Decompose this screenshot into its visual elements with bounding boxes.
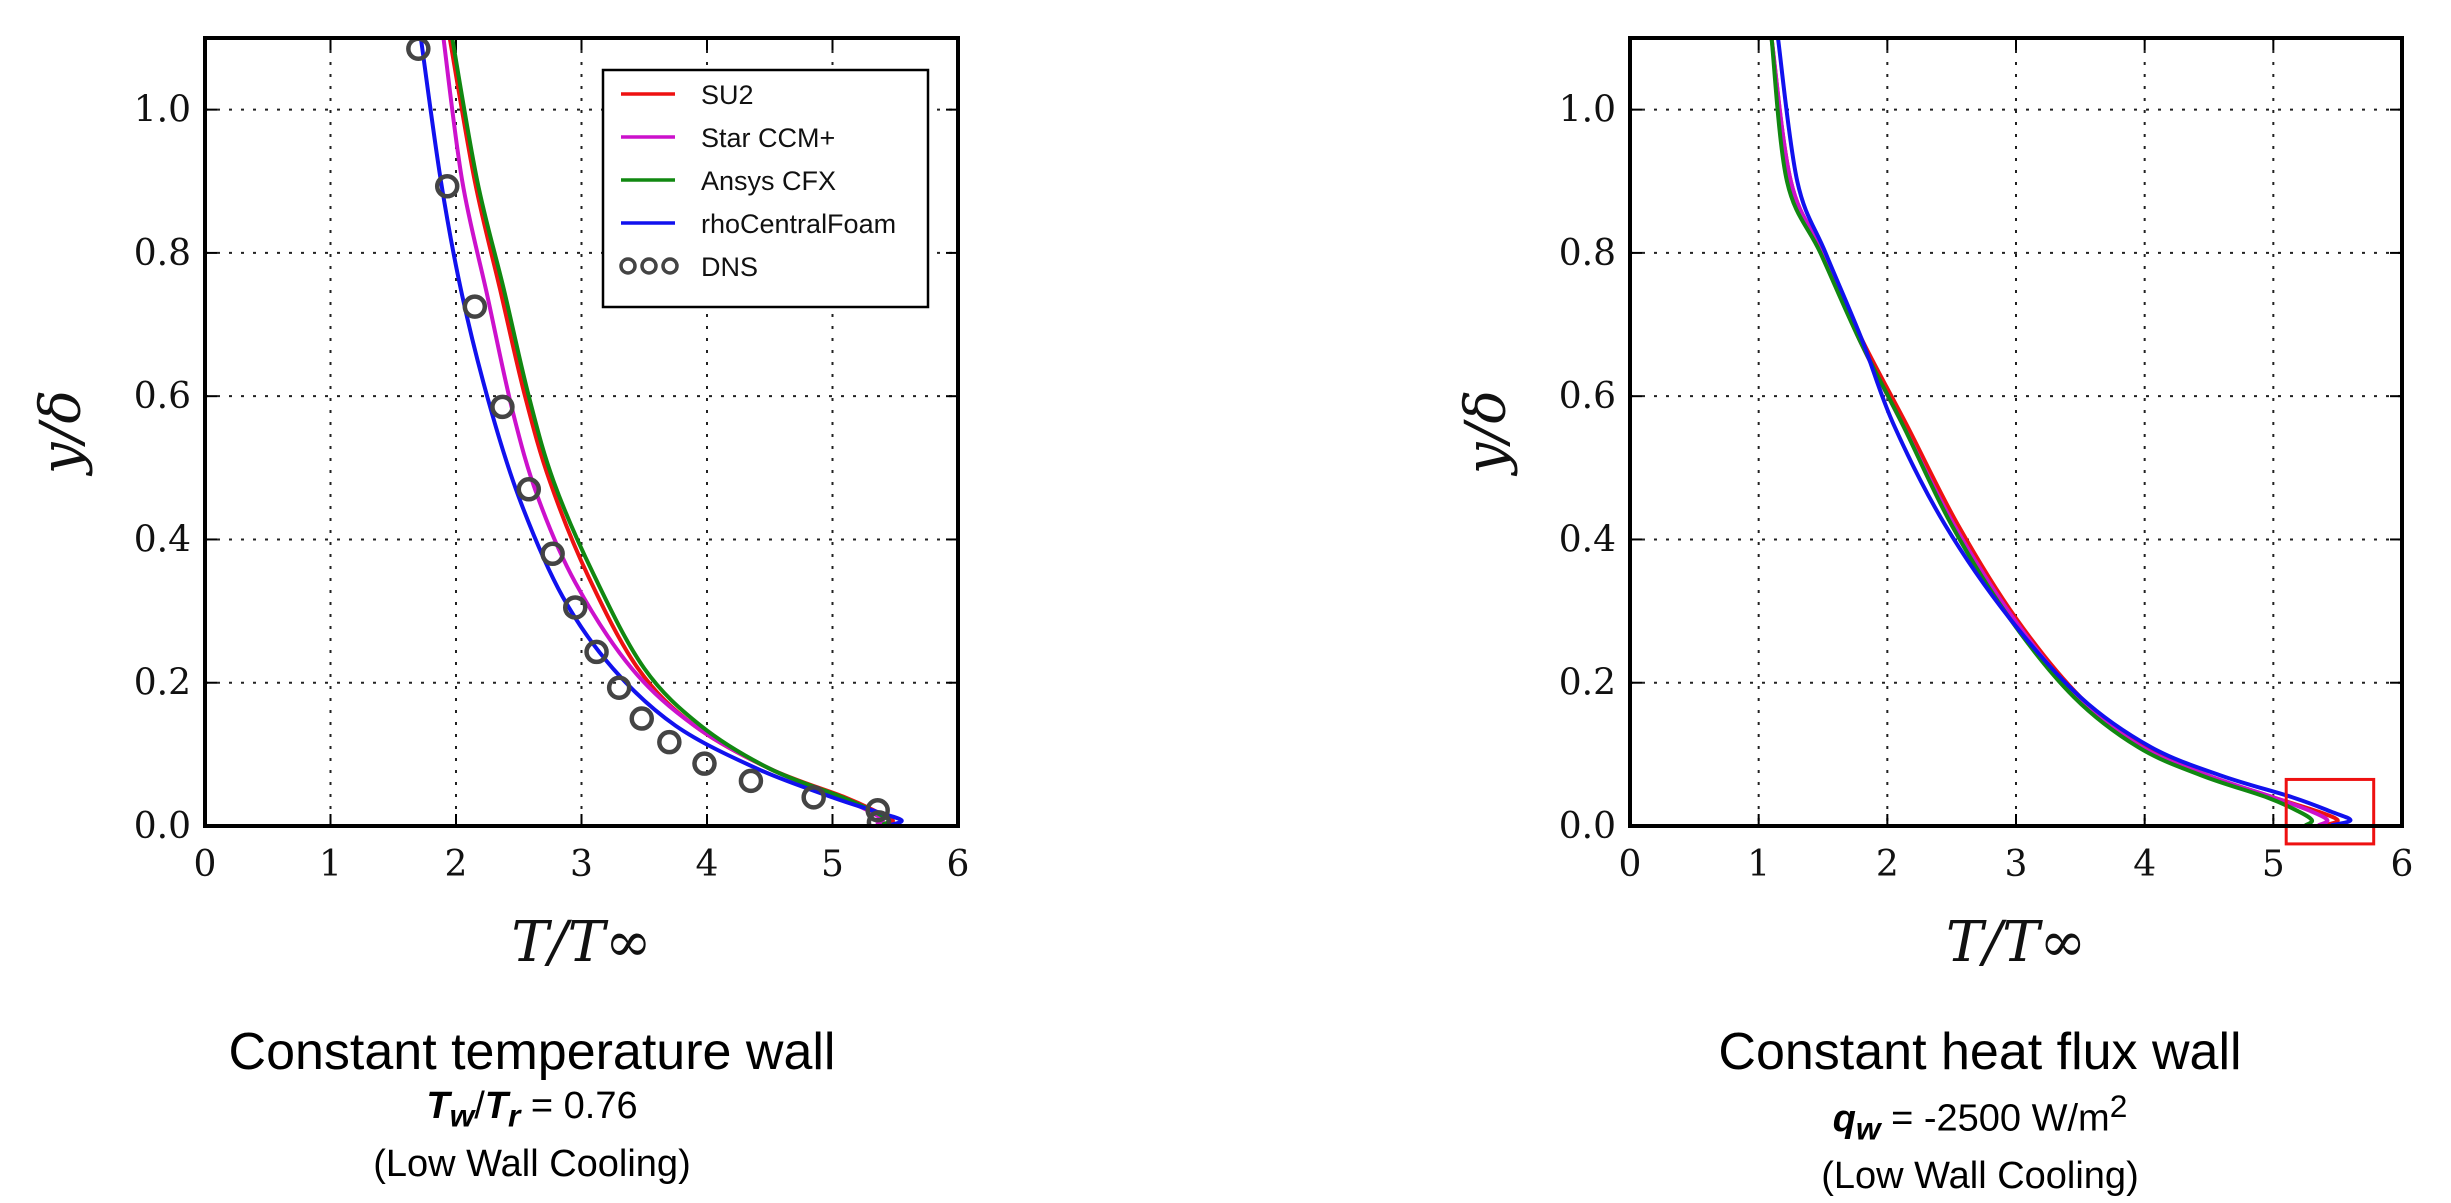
- dns-point: [801, 785, 826, 810]
- plot-frame: [203, 36, 960, 828]
- legend-label: Star CCM+: [701, 123, 835, 153]
- x-tick-label: 2: [445, 844, 468, 885]
- legend-marker: [661, 257, 679, 275]
- dns-point: [434, 174, 460, 199]
- series-line-rhocentralfoam: [1775, 38, 2353, 826]
- x-tick-label: 3: [2005, 844, 2028, 885]
- caption-note: (Low Wall Cooling): [1821, 1155, 2139, 1198]
- x-tick-label: 3: [570, 844, 593, 885]
- dns-point: [606, 675, 632, 700]
- x-tick-label: 1: [1747, 844, 1770, 885]
- dns-point: [738, 768, 764, 794]
- dns-point: [562, 595, 588, 620]
- dns-point: [657, 729, 682, 755]
- caption-right: Constant heat flux wall qw = -2500 W/m2 …: [1530, 1022, 2430, 1200]
- dns-point: [865, 797, 890, 823]
- x-axis-label: T/T∞: [1946, 910, 2086, 975]
- series-line-rhocentralfoam: [418, 38, 904, 826]
- legend-label: DNS: [701, 252, 758, 282]
- dns-point: [516, 477, 542, 502]
- y-tick-label: 0.6: [134, 376, 191, 417]
- x-tick-label: 6: [947, 844, 970, 885]
- y-tick-label: 1.0: [134, 90, 191, 131]
- x-tick-label: 0: [194, 844, 217, 885]
- caption-formula: qw = -2500 W/m2: [1832, 1088, 2128, 1147]
- series-line-su2: [1769, 38, 2340, 826]
- x-tick-label: 4: [2133, 844, 2156, 885]
- x-tick-label: 5: [2262, 844, 2285, 885]
- legend: SU2 Star CCM+ Ansys CFX rhoCentralFoam DNS: [601, 68, 930, 309]
- series-group: [406, 38, 904, 826]
- y-tick-label: 0.4: [134, 519, 191, 560]
- dns-point: [540, 541, 565, 567]
- caption-title: Constant temperature wall: [228, 1023, 836, 1081]
- plot-heat-flux-wall: 0 1 2 3 4 5 6 0.0 0.2 0.4 0.6 0.8 1.0 T/T∞ y/δ: [1454, 36, 2414, 975]
- x-tick-label: 2: [1876, 844, 1899, 885]
- series-line-star-ccm-: [1769, 38, 2330, 826]
- y-axis-label: y/δ: [29, 390, 94, 477]
- y-tick-label: 0.6: [1559, 376, 1616, 417]
- plot-temperature-wall: 0 1 2 3 4 5 6 0.0 0.2 0.4 0.6 0.8 1.0 T/T∞ y/δ SU2 Star …: [29, 36, 970, 975]
- dns-point: [866, 810, 892, 826]
- dns-point: [406, 38, 431, 61]
- legend-label: rhoCentralFoam: [701, 209, 896, 239]
- y-tick-label: 0.0: [1559, 806, 1616, 847]
- x-tick-label: 1: [319, 844, 342, 885]
- dns-point: [584, 639, 609, 665]
- series-line-ansys-cfx: [1769, 38, 2314, 826]
- x-tick-label: 0: [1619, 844, 1642, 885]
- x-tick-label: 6: [2391, 844, 2414, 885]
- legend-label: SU2: [701, 80, 754, 110]
- x-tick-label: 5: [821, 844, 844, 885]
- y-axis-label: y/δ: [1454, 390, 1519, 477]
- legend-label: Ansys CFX: [701, 166, 836, 196]
- legend-marker: [640, 257, 658, 275]
- dns-point: [629, 706, 654, 731]
- dns-point: [462, 294, 488, 319]
- x-axis-label: T/T∞: [511, 910, 651, 975]
- x-tick-label: 4: [696, 844, 719, 885]
- series-group: [1769, 38, 2353, 826]
- legend-marker: [619, 257, 637, 275]
- highlight-box: [2284, 777, 2376, 846]
- caption-formula: Tw/Tr = 0.76: [426, 1085, 638, 1134]
- dns-point: [490, 394, 515, 420]
- y-tick-label: 0.8: [134, 233, 191, 274]
- y-tick-label: 0.4: [1559, 519, 1616, 560]
- y-tick-label: 0.8: [1559, 233, 1616, 274]
- plot-frame: [1628, 36, 2404, 828]
- y-tick-label: 1.0: [1559, 90, 1616, 131]
- caption-note: (Low Wall Cooling): [373, 1142, 691, 1185]
- dns-point: [692, 751, 717, 776]
- y-tick-label: 0.2: [134, 663, 191, 704]
- y-tick-label: 0.2: [1559, 663, 1616, 704]
- caption-title: Constant heat flux wall: [1718, 1023, 2242, 1081]
- y-tick-label: 0.0: [134, 806, 191, 847]
- caption-left: Constant temperature wall Tw/Tr = 0.76 (…: [82, 1022, 982, 1188]
